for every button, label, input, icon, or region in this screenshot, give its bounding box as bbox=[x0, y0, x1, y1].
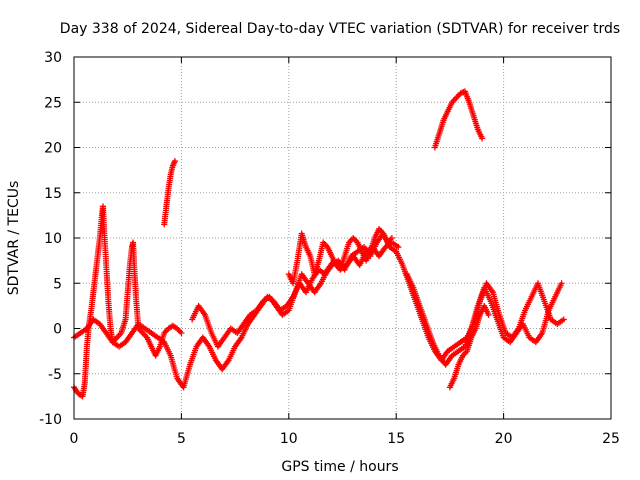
data-point bbox=[485, 311, 492, 318]
chart-title: Day 338 of 2024, Sidereal Day-to-day VTE… bbox=[60, 21, 620, 37]
series-trace-d bbox=[285, 225, 395, 287]
series-trace-i bbox=[431, 88, 486, 151]
y-tick-label: 5 bbox=[53, 276, 62, 292]
y-tick-label: 10 bbox=[44, 231, 62, 247]
series-trace-h bbox=[161, 158, 178, 228]
data-point bbox=[395, 244, 402, 251]
y-axis-label: SDTVAR / TECUs bbox=[6, 181, 22, 296]
x-tick-label: 20 bbox=[495, 431, 513, 447]
y-tick-label: 20 bbox=[44, 141, 62, 157]
data-marks bbox=[71, 88, 567, 400]
data-point bbox=[560, 316, 567, 323]
series-trace-a bbox=[71, 203, 185, 400]
series-trace-c bbox=[189, 239, 402, 350]
plot-frame bbox=[73, 56, 612, 420]
grid bbox=[74, 57, 611, 419]
y-tick-label: -5 bbox=[48, 367, 62, 383]
x-tick-label: 5 bbox=[177, 431, 186, 447]
y-tick-label: 15 bbox=[44, 186, 62, 202]
y-tick-label: 0 bbox=[53, 322, 62, 338]
x-tick-label: 10 bbox=[280, 431, 298, 447]
x-tick-label: 0 bbox=[70, 431, 79, 447]
y-tick-label: -10 bbox=[39, 412, 62, 428]
x-tick-label: 15 bbox=[387, 431, 405, 447]
x-axis-label: GPS time / hours bbox=[281, 459, 398, 475]
data-point bbox=[558, 280, 565, 287]
data-point bbox=[171, 158, 178, 165]
data-point bbox=[388, 235, 395, 241]
series-trace-b bbox=[71, 230, 400, 391]
axis-ticks: 0 5 10 15 20 25 -10 -5 0 5 10 15 20 25 30 bbox=[39, 50, 620, 447]
y-tick-label: 25 bbox=[44, 95, 62, 111]
y-tick-label: 30 bbox=[44, 50, 62, 66]
series-trace-g bbox=[446, 302, 492, 391]
data-point bbox=[178, 330, 185, 337]
series-trace-f bbox=[403, 271, 565, 368]
x-tick-label: 25 bbox=[602, 431, 620, 447]
data-point bbox=[479, 135, 486, 142]
